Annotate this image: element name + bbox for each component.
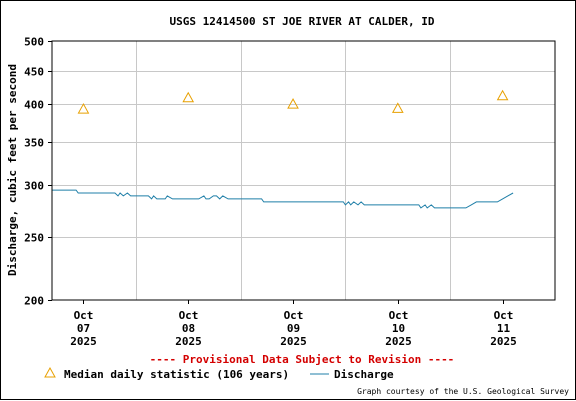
data-series <box>52 89 514 209</box>
y-tick-label: 400 <box>24 99 44 112</box>
legend-label-median: Median daily statistic (106 years) <box>64 368 289 381</box>
discharge-line <box>52 189 514 209</box>
median-triangle-marker <box>496 89 509 101</box>
x-tick-label: 09 <box>287 322 300 335</box>
y-tick-label: 200 <box>24 295 44 308</box>
x-tick-label: 2025 <box>70 335 97 348</box>
provisional-data-notice: ---- Provisional Data Subject to Revisio… <box>150 353 455 366</box>
x-tick-label: Oct <box>284 309 304 322</box>
grid-lines <box>52 41 555 300</box>
y-tick-label: 450 <box>24 66 44 79</box>
median-triangle-marker <box>182 91 195 103</box>
x-tick-label: 2025 <box>385 335 412 348</box>
y-tick-label: 300 <box>24 180 44 193</box>
x-tick-label: Oct <box>74 309 94 322</box>
plot-area-border <box>51 40 556 301</box>
median-triangle-marker <box>287 98 299 109</box>
x-tick-label: 2025 <box>490 335 517 348</box>
median-triangle-marker <box>77 103 90 114</box>
x-axis-ticks: Oct072025Oct082025Oct092025Oct102025Oct1… <box>70 300 517 348</box>
y-tick-label: 350 <box>24 137 44 150</box>
y-tick-label: 500 <box>24 36 44 49</box>
x-tick-label: Oct <box>389 309 409 322</box>
x-tick-label: 11 <box>497 322 511 335</box>
x-tick-label: 2025 <box>280 335 307 348</box>
median-triangle-marker <box>391 102 404 113</box>
x-tick-label: 2025 <box>175 335 202 348</box>
chart-title: USGS 12414500 ST JOE RIVER AT CALDER, ID <box>170 15 435 28</box>
median-triangle-legend-icon <box>44 366 56 378</box>
legend-item-median: Median daily statistic (106 years) <box>44 366 289 381</box>
legend-item-discharge: Discharge <box>310 368 394 381</box>
y-axis-ticks: 200 250 300 350 400 450 500 <box>24 36 52 308</box>
x-tick-label: Oct <box>494 309 514 322</box>
legend: Median daily statistic (106 years) Disch… <box>44 366 394 381</box>
usgs-credit-text: Graph courtesy of the U.S. Geological Su… <box>357 387 569 396</box>
x-tick-label: 07 <box>77 322 90 335</box>
x-tick-label: 08 <box>182 322 195 335</box>
x-tick-label: Oct <box>179 309 199 322</box>
x-tick-label: 10 <box>392 322 405 335</box>
y-tick-label: 250 <box>24 232 44 245</box>
legend-label-discharge: Discharge <box>334 368 394 381</box>
y-axis-label: Discharge, cubic feet per second <box>6 64 19 276</box>
